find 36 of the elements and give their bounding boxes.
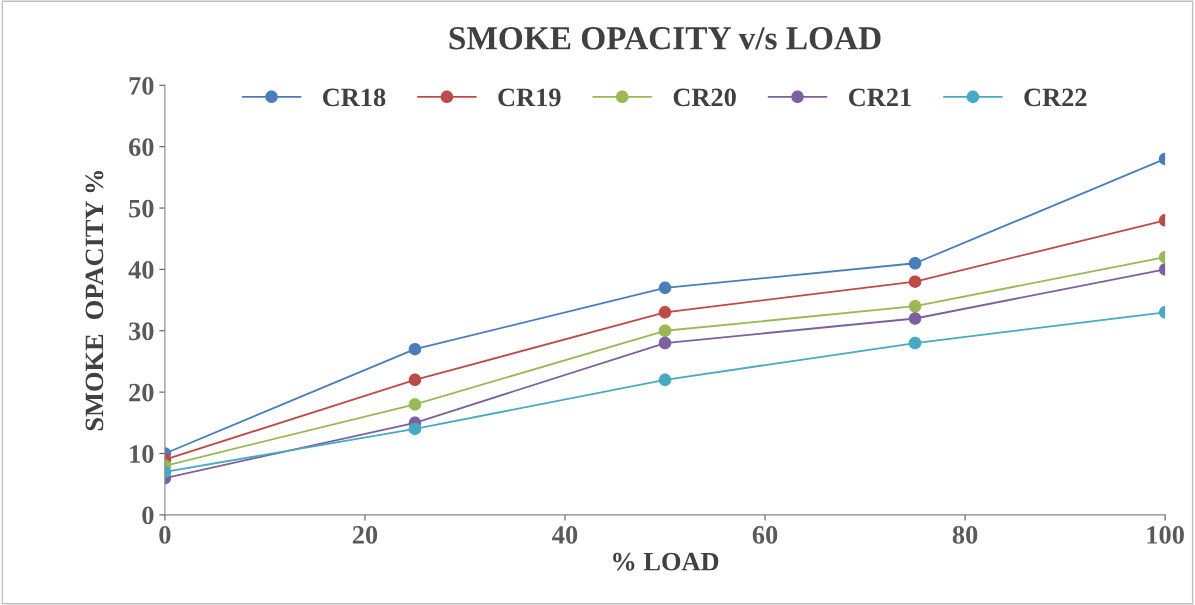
y-tick-label: 0 [142,506,154,525]
x-axis-title: % LOAD [613,552,719,571]
x-tick-label: 80 [952,526,978,544]
y-tick-label: 40 [128,261,154,279]
x-tick-label: 60 [752,526,778,544]
y-tick-label: 60 [129,138,154,157]
point [908,257,922,270]
y-tick-label: 10 [130,445,154,463]
point [408,422,422,436]
point [908,299,922,313]
point [908,312,922,325]
legend-label: CR21 [848,88,911,107]
point [408,373,422,387]
point [408,342,422,356]
x-tick-label: 20 [352,526,378,544]
legend-label: CR18 [322,88,386,107]
point [658,324,672,338]
legend-label: CR19 [498,88,561,107]
point [658,336,672,350]
legend-label: CR20 [673,88,736,107]
point [658,306,672,319]
point [658,281,672,295]
y-tick-label: 20 [129,383,154,402]
y-tick-label: 30 [129,322,154,341]
x-tick-label: 0 [159,526,171,544]
legend-label: CR22 [1024,88,1087,107]
y-tick-label: 50 [129,199,154,218]
point [908,275,922,288]
y-tick-label: 70 [129,76,154,95]
point [908,336,922,350]
x-tick-label: 100 [1147,526,1184,544]
x-tick-label: 40 [552,526,578,544]
point [408,398,422,411]
y-axis-title: SMOKE OPACITY % [85,170,104,431]
chart-title: SMOKE OPACITY v/s LOAD [449,27,881,50]
point [658,373,672,387]
